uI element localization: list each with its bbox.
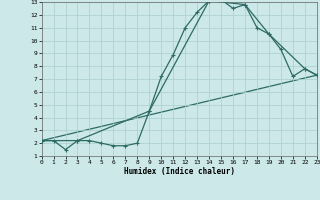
X-axis label: Humidex (Indice chaleur): Humidex (Indice chaleur): [124, 167, 235, 176]
